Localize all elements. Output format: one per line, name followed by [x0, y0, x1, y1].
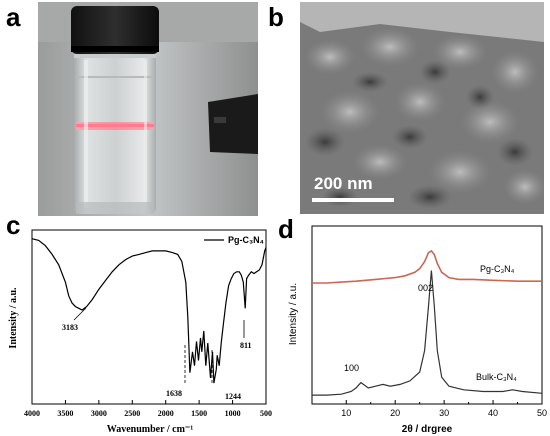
ftir-annotation-1244: 1244	[225, 392, 241, 401]
xrd-x-tick-label: 50	[537, 408, 547, 418]
scale-bar	[312, 198, 394, 202]
ftir-y-axis-label: Intensity / a.u.	[8, 287, 19, 349]
ftir-x-tick-label: 2000	[158, 409, 174, 418]
ftir-plot-frame	[31, 229, 267, 405]
ftir-x-tick-label: 1000	[225, 409, 241, 418]
xrd-peak-label-100: 100	[344, 363, 359, 373]
ftir-x-tick-label: 2500	[124, 409, 140, 418]
xrd-series-pg-c3n4	[312, 249, 542, 284]
ftir-x-tick-label: 4000	[24, 409, 40, 418]
ftir-arrow-3183	[73, 307, 87, 321]
ftir-x-axis-label: Wavenumber / cm⁻¹	[107, 424, 193, 435]
panel-label-a: a	[6, 2, 21, 32]
ftir-legend-label: Pg-C₃N₄	[228, 235, 264, 245]
xrd-series-label-bulk: Bulk-C₃N₄	[476, 372, 517, 382]
tem-texture	[300, 2, 544, 214]
ftir-x-tick-label: 3000	[91, 409, 107, 418]
panel-label-d: d	[278, 214, 294, 244]
xrd-series-bulk-c3n4	[312, 270, 543, 396]
vial-photo-graphic	[38, 2, 258, 216]
vial-photo	[38, 2, 258, 216]
ftir-x-tick-label: 1500	[191, 409, 207, 418]
panel-label-b: b	[268, 2, 284, 32]
xrd-x-axis-label: 2θ / drgree	[402, 424, 453, 435]
tem-image: 200 nm	[300, 2, 544, 214]
xrd-series-label-pg: Pg-C₃N₄	[480, 264, 515, 274]
scale-bar-label: 200 nm	[314, 174, 373, 193]
xrd-x-tick-label: 40	[488, 408, 498, 418]
ftir-annotation-1638: 1638	[166, 389, 182, 398]
ftir-annotation-811: 811	[240, 341, 252, 350]
xrd-y-axis-label: Intensity / a.u.	[288, 283, 299, 345]
ftir-series-line	[31, 238, 267, 384]
panel-label-c: c	[6, 210, 21, 240]
ftir-annotation-3183: 3183	[62, 323, 78, 332]
xrd-x-tick-label: 10	[341, 408, 351, 418]
xrd-x-tick-label: 30	[439, 408, 449, 418]
ftir-x-tick-label: 3500	[57, 409, 73, 418]
xrd-peak-label-002: 002	[418, 283, 433, 293]
xrd-x-tick-label: 20	[390, 408, 400, 418]
ftir-x-tick-label: 500	[260, 409, 272, 418]
xrd-plot-frame	[311, 225, 543, 405]
